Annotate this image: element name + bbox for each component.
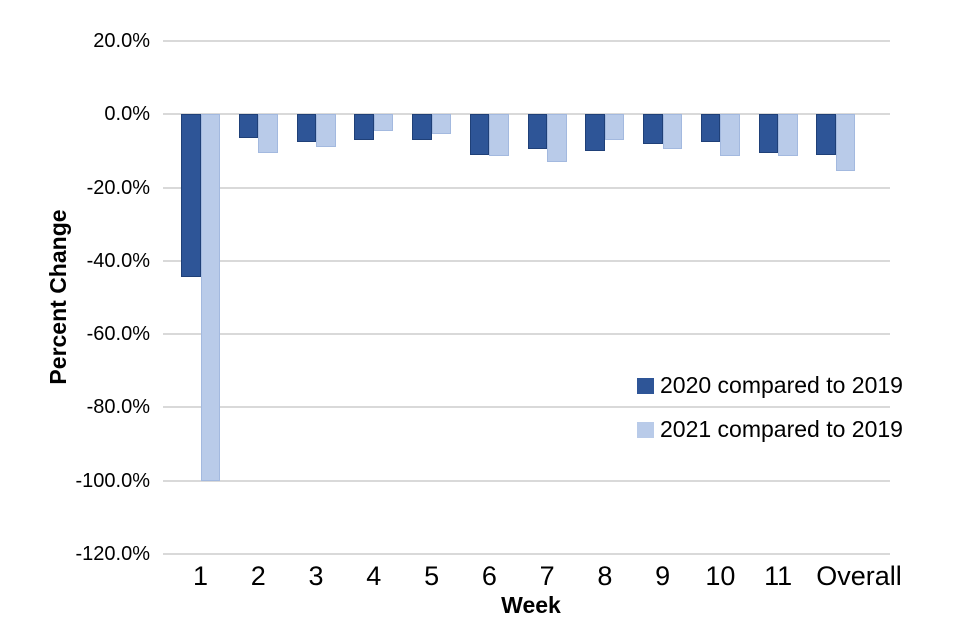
bar-week7-2021 <box>547 114 567 162</box>
x-tick-label-8: 8 <box>597 561 613 591</box>
bar-week11-2021 <box>778 114 798 157</box>
x-tick-label-2: 2 <box>250 561 266 591</box>
y-tick-label: 20.0% <box>93 30 150 52</box>
bar-week9-2021 <box>662 114 683 150</box>
y-tick-label: -80.0% <box>86 396 150 419</box>
bar-week6-2020 <box>469 114 490 155</box>
bar-week4-2020 <box>354 114 374 140</box>
x-tick-label-1: 1 <box>192 561 209 591</box>
bar-week1-2021 <box>200 114 220 481</box>
legend-swatch-2021-icon <box>637 421 654 438</box>
y-tick-label: -40.0% <box>86 249 150 272</box>
bar-week8-2020 <box>585 114 605 151</box>
legend: 2020 compared to 2019 2021 compared to 2… <box>637 372 903 443</box>
legend-swatch-2020-icon <box>637 377 654 394</box>
x-axis-title: Week <box>501 592 561 618</box>
legend-item-2021: 2021 compared to 2019 <box>637 416 903 443</box>
x-tick-label-10: 10 <box>705 561 736 591</box>
bar-weekoverall-2020 <box>816 114 836 155</box>
bar-week3-2021 <box>316 114 336 148</box>
bar-weekoverall-2021 <box>835 114 856 172</box>
y-tick-label: -60.0% <box>86 323 150 346</box>
y-tick-label: -20.0% <box>86 176 150 199</box>
legend-item-2020: 2020 compared to 2019 <box>637 372 903 399</box>
gridline--80.0pct <box>163 406 890 409</box>
bar-week9-2020 <box>643 114 663 144</box>
x-tick-label-4: 4 <box>366 561 382 591</box>
bar-week1-2020 <box>181 114 201 278</box>
gridline--20.0pct <box>163 186 890 189</box>
y-tick-label: -100.0% <box>75 469 151 492</box>
bar-week5-2021 <box>431 114 452 135</box>
bar-week7-2020 <box>527 114 548 150</box>
bar-week6-2021 <box>489 114 509 157</box>
bar-week10-2020 <box>700 114 721 142</box>
gridline-20.0pct <box>163 40 890 42</box>
x-tick-label-11: 11 <box>764 561 793 591</box>
gridline--40.0pct <box>163 259 890 262</box>
x-tick-label-6: 6 <box>481 561 497 591</box>
bar-week5-2020 <box>412 114 432 140</box>
x-tick-label-3: 3 <box>308 561 324 591</box>
bar-week4-2021 <box>373 114 394 131</box>
bar-week8-2021 <box>604 114 625 140</box>
gridline-0.0pct <box>163 113 890 116</box>
bar-week2-2020 <box>238 114 259 139</box>
legend-label-2020: 2020 compared to 2019 <box>660 372 903 398</box>
gridline--120.0pct <box>163 553 890 555</box>
y-tick-label: 0.0% <box>104 103 150 126</box>
gridline--60.0pct <box>163 333 890 336</box>
x-tick-label-overall: Overall <box>816 561 902 591</box>
bar-week3-2020 <box>296 114 317 142</box>
legend-label-2021: 2021 compared to 2019 <box>660 416 903 442</box>
gridline--100.0pct <box>163 479 890 482</box>
x-tick-label-7: 7 <box>539 561 555 591</box>
x-tick-label-5: 5 <box>424 561 440 591</box>
x-tick-label-9: 9 <box>655 561 671 591</box>
bar-week11-2020 <box>758 114 779 153</box>
y-axis-title: Percent Change <box>45 209 71 385</box>
bar-week2-2021 <box>258 114 278 153</box>
y-tick-label: -120.0% <box>75 543 151 565</box>
bar-week10-2021 <box>720 114 740 157</box>
